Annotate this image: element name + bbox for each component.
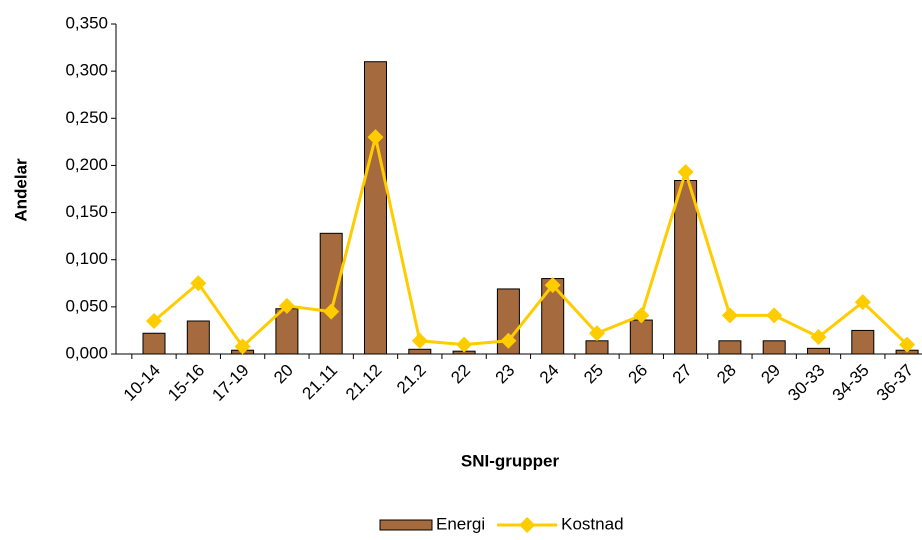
x-tick-label: 20 [270,361,297,388]
marker [677,164,694,181]
x-axis-title: SNI-grupper [461,451,560,470]
bar [364,61,387,355]
x-tick-label: 15-16 [164,361,208,405]
marker [854,294,871,311]
marker [899,336,916,353]
legend-swatch [379,519,433,531]
bar [496,288,520,355]
x-tick-label: 10-14 [120,361,164,405]
x-tick-label: 30-33 [784,361,828,405]
bar [186,320,210,355]
marker [456,336,473,353]
bar [718,340,742,355]
marker [500,332,517,349]
x-tick-label: 17-19 [208,361,252,405]
marker [367,129,384,146]
x-tick-label: 29 [757,361,784,388]
marker [411,332,428,349]
y-tick-label: 0,300 [65,61,108,80]
x-tick-label: 28 [713,361,740,388]
x-tick-label: 25 [580,361,607,388]
x-tick-label: 26 [624,361,651,388]
marker [810,329,827,346]
y-tick-label: 0,050 [65,296,108,315]
marker [278,297,295,314]
bar [275,308,299,355]
bar [851,329,875,355]
marker [721,307,738,324]
y-tick-label: 0,000 [65,343,108,362]
x-tick-label: 24 [536,361,563,388]
bar [142,332,166,355]
y-tick-label: 0,250 [65,108,108,127]
marker [633,307,650,324]
bar [762,340,786,355]
x-tick-label: 27 [669,361,696,388]
marker [589,325,605,342]
y-axis-title: Andelar [11,158,30,222]
bar [408,348,432,355]
marker [234,338,251,355]
y-tick-label: 0,100 [65,249,108,268]
marker [146,313,162,329]
x-tick-label: 22 [447,361,474,388]
x-tick-label: 23 [492,361,519,388]
y-tick-label: 0,150 [65,202,108,221]
bar [629,319,653,355]
bar [674,180,698,355]
marker [190,275,207,292]
x-tick-label: 21.12 [342,361,386,405]
marker [766,307,783,324]
y-tick-label: 0,200 [65,155,108,174]
marker [544,277,561,294]
bar [319,232,343,355]
legend-swatch [519,517,536,533]
y-tick-label: 0,350 [65,13,108,32]
marker [323,303,340,320]
legend-label: Energi [436,514,485,533]
bar [807,347,830,355]
legend-label: Kostnad [561,514,623,533]
x-tick-label: 21.2 [393,361,430,398]
line [153,136,909,349]
x-tick-label: 34-35 [829,361,873,405]
x-tick-label: 21.11 [299,361,342,404]
x-tick-label: 36-37 [873,361,917,405]
bar [585,340,609,355]
